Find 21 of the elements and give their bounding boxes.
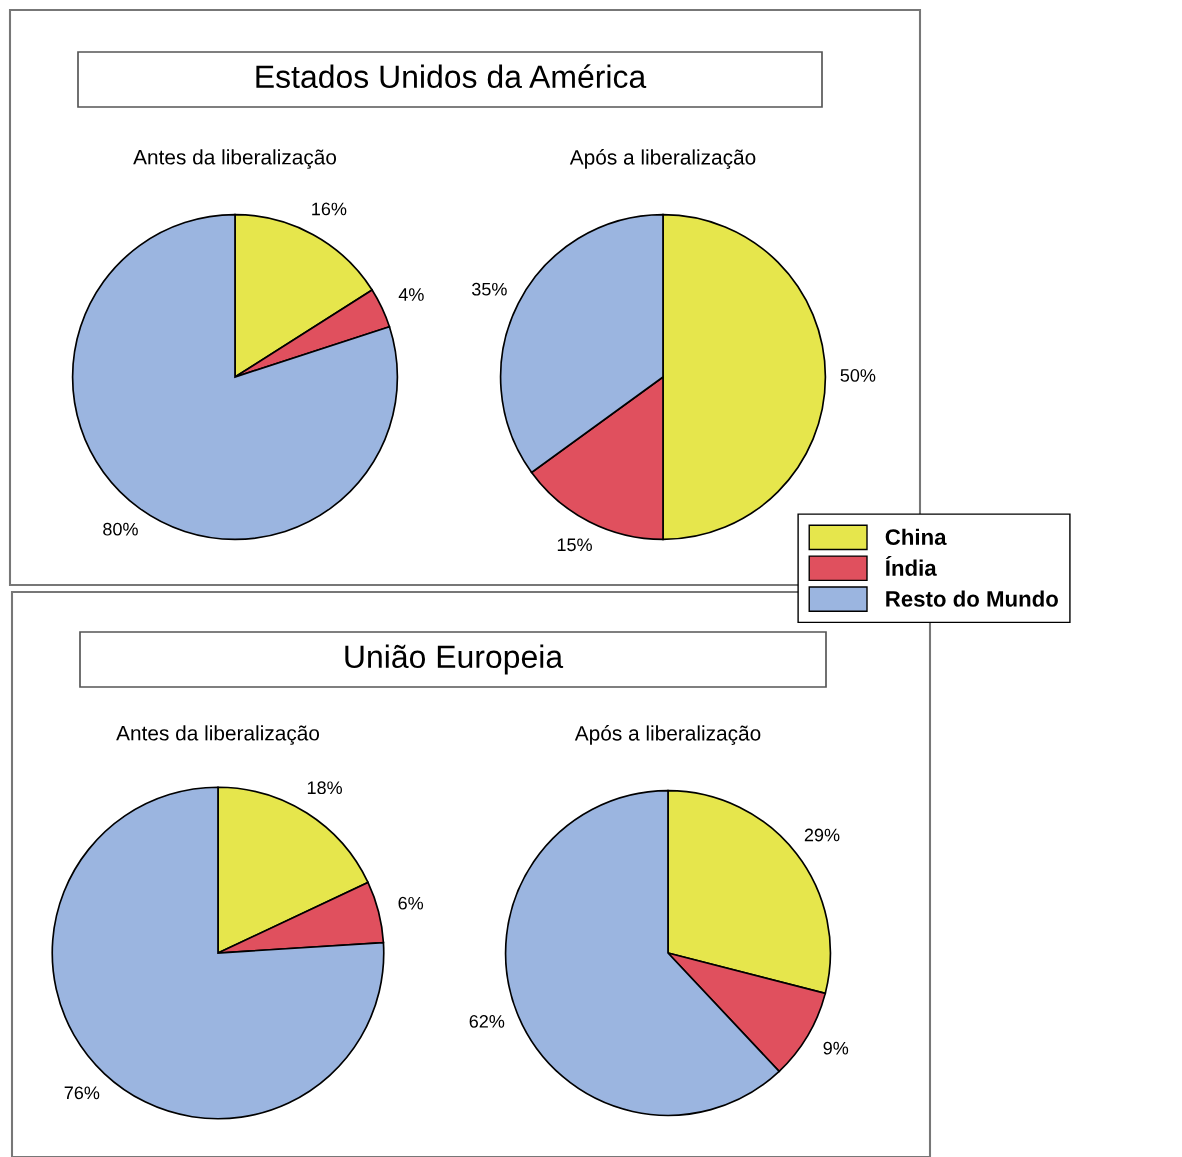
data-label: 29% [804,828,840,842]
data-label: 4% [398,288,424,301]
chart-subtitle: Após a liberalização [574,725,761,745]
data-label: 50% [840,369,876,382]
data-label: 16% [312,202,347,216]
data-label: 18% [307,781,343,795]
data-label: 15% [557,538,592,552]
data-label: 76% [64,1086,100,1100]
chart-subtitle: Após a liberalização [569,149,756,169]
chart-title: União Europeia [345,644,564,675]
data-label: 35% [471,282,507,296]
data-label: 9% [823,1041,849,1055]
legend-label: China [885,528,947,545]
chart-subtitle: Antes da liberalização [133,149,337,169]
legend-label: Índia [885,555,937,576]
data-label: 80% [103,522,138,536]
chart-title: Estados Unidos da América [256,64,647,89]
chart-subtitle: Antes da liberalização [116,725,320,745]
data-label: 62% [469,1015,505,1028]
legend-label: Resto do Mundo [886,590,1058,607]
data-label: 6% [398,896,424,910]
